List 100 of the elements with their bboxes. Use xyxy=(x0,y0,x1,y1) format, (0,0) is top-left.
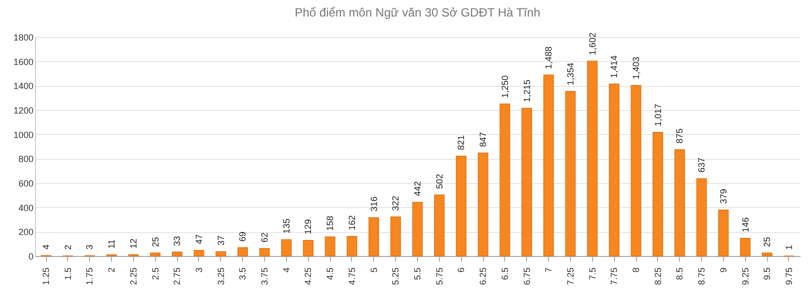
x-tick-label: 7 xyxy=(544,268,554,273)
bar xyxy=(762,252,772,256)
data-label: 1,602 xyxy=(587,32,598,56)
x-tick-label: 6.75 xyxy=(522,268,532,286)
x-tick-label: 4.25 xyxy=(303,268,314,286)
data-label: 1,017 xyxy=(652,104,663,126)
data-label: 37 xyxy=(216,235,226,246)
y-tick-label: 1000 xyxy=(13,130,34,140)
data-label: 129 xyxy=(303,219,314,234)
bar xyxy=(674,149,685,256)
bar xyxy=(500,104,510,256)
bar xyxy=(259,248,270,256)
y-tick-label: 600 xyxy=(18,178,34,188)
y-tick-label: 400 xyxy=(18,202,34,213)
data-label: 316 xyxy=(368,196,379,212)
x-tick-label: 5.75 xyxy=(434,268,444,286)
x-tick-label: 3.25 xyxy=(216,268,226,286)
bar xyxy=(324,236,336,256)
x-tick-label: 1.75 xyxy=(84,268,95,286)
bar xyxy=(150,252,161,256)
x-tick-label: 2.25 xyxy=(128,268,138,286)
bar xyxy=(478,152,488,256)
x-tick-label: 4.5 xyxy=(325,268,336,280)
data-label: 637 xyxy=(696,157,707,172)
data-label: 502 xyxy=(434,174,444,189)
x-tick-label: 9.5 xyxy=(762,268,772,280)
data-label: 1,354 xyxy=(565,62,576,86)
bar xyxy=(303,240,314,256)
x-tick-label: 8.75 xyxy=(696,268,707,286)
bar xyxy=(172,252,182,256)
x-tick-label: 4 xyxy=(281,268,292,273)
x-tick-label: 3.5 xyxy=(238,268,248,280)
x-tick-label: 1.5 xyxy=(62,268,73,280)
data-label: 33 xyxy=(172,236,182,246)
data-label: 322 xyxy=(390,196,401,211)
x-tick-label: 8.25 xyxy=(652,268,663,286)
y-tick-label: 0 xyxy=(28,252,34,262)
bar xyxy=(608,84,620,256)
data-label: 1 xyxy=(784,244,794,250)
x-tick-label: 2.75 xyxy=(172,268,182,286)
data-label: 3 xyxy=(84,244,95,250)
x-tick-label: 1.25 xyxy=(41,268,52,286)
data-label: 25 xyxy=(762,236,772,247)
x-tick-label: 6.25 xyxy=(478,268,488,286)
y-tick-label: 1200 xyxy=(13,106,34,116)
data-label: 821 xyxy=(456,135,466,150)
bar xyxy=(434,194,445,256)
data-label: 2 xyxy=(62,244,73,250)
x-tick-label: 9.75 xyxy=(784,268,794,286)
bar xyxy=(216,251,226,256)
data-label: 847 xyxy=(478,132,488,147)
bar xyxy=(543,74,554,256)
bar xyxy=(522,108,532,256)
bar xyxy=(390,216,401,256)
x-tick-label: 7.25 xyxy=(565,268,576,286)
data-label: 442 xyxy=(412,181,422,196)
bar xyxy=(696,178,707,256)
data-label: 162 xyxy=(346,215,357,230)
bar xyxy=(194,250,204,256)
y-tick-label: 1400 xyxy=(13,81,34,92)
bar xyxy=(456,156,466,256)
bar xyxy=(368,217,380,256)
data-label: 11 xyxy=(106,239,117,249)
data-label: 1,250 xyxy=(500,75,510,98)
x-tick-label: 3 xyxy=(194,268,204,273)
x-tick-label: 2 xyxy=(106,268,117,273)
chart-title: Phổ điểm môn Ngữ văn 30 Sở GDĐT Hà Tĩnh xyxy=(294,6,540,20)
bar xyxy=(346,236,358,256)
x-tick-label: 8.5 xyxy=(674,268,685,280)
bar xyxy=(718,210,729,256)
x-tick-label: 3.75 xyxy=(260,268,270,286)
x-tick-label: 2.5 xyxy=(150,268,160,280)
bar xyxy=(740,238,750,256)
data-label: 379 xyxy=(718,188,728,204)
data-label: 12 xyxy=(128,238,138,249)
data-label: 135 xyxy=(281,218,292,234)
bar xyxy=(587,60,598,256)
data-label: 146 xyxy=(740,217,750,232)
y-tick-label: 1600 xyxy=(13,56,34,67)
data-label: 1,215 xyxy=(522,80,532,102)
y-tick-label: 200 xyxy=(18,227,34,238)
data-label: 875 xyxy=(674,128,685,144)
bar xyxy=(565,90,576,256)
y-tick-label: 800 xyxy=(18,154,34,164)
x-tick-label: 9.25 xyxy=(740,268,750,286)
x-tick-label: 5.25 xyxy=(390,268,401,286)
bar xyxy=(652,132,664,256)
x-tick-label: 5.5 xyxy=(412,268,422,280)
data-label: 1,414 xyxy=(609,55,620,78)
data-label: 62 xyxy=(260,232,270,242)
x-tick-label: 8 xyxy=(631,268,642,273)
bar xyxy=(237,247,248,256)
data-label: 1,403 xyxy=(631,56,642,80)
data-label: 25 xyxy=(150,236,160,247)
data-label: 158 xyxy=(325,216,336,231)
data-label: 47 xyxy=(194,234,204,244)
x-tick-label: 6 xyxy=(456,268,466,273)
x-tick-label: 7.5 xyxy=(587,268,598,280)
data-label: 4 xyxy=(41,244,52,250)
bar xyxy=(412,202,423,256)
